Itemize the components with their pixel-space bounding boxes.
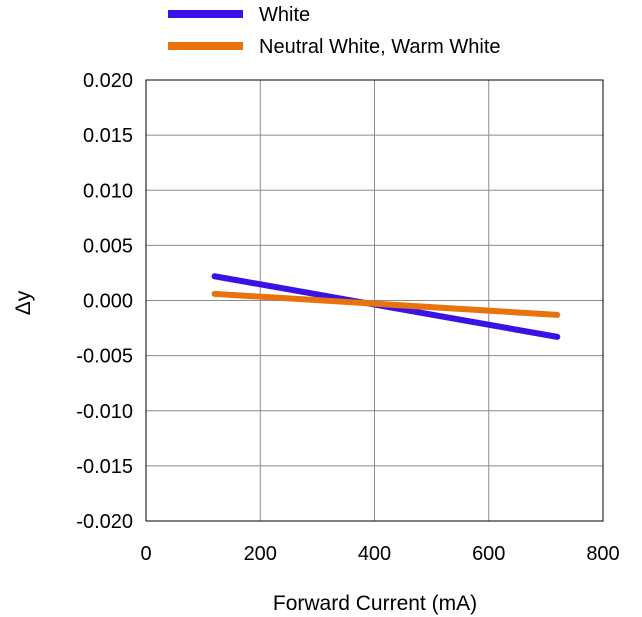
y-tick-label: -0.005 (76, 346, 133, 368)
x-axis-ticks: 0 200 400 600 800 (140, 543, 619, 565)
grid (146, 80, 603, 521)
y-tick-label: 0.010 (83, 180, 133, 202)
y-tick-label: 0.020 (83, 70, 133, 92)
x-tick-label: 600 (472, 543, 505, 565)
legend-label: Neutral White, Warm White (259, 36, 501, 58)
y-axis-label: Δy (12, 290, 35, 315)
legend: White Neutral White, Warm White (168, 4, 501, 58)
y-tick-label: 0.015 (83, 125, 133, 147)
y-axis-ticks: 0.020 0.015 0.010 0.005 0.000 -0.005 -0.010 -0.… (76, 70, 133, 533)
x-axis-label: Forward Current (mA) (273, 592, 477, 615)
legend-label: White (259, 4, 310, 26)
y-tick-label: 0.005 (83, 235, 133, 257)
series-lines (211, 273, 561, 340)
x-tick-label: 400 (358, 543, 391, 565)
y-tick-label: 0.000 (83, 291, 133, 313)
x-tick-label: 200 (244, 543, 277, 565)
x-tick-label: 0 (140, 543, 151, 565)
series-line (211, 290, 561, 318)
y-tick-label: -0.020 (76, 511, 133, 533)
plot-frame (145, 79, 604, 522)
y-tick-label: -0.015 (76, 456, 133, 478)
x-tick-label: 800 (586, 543, 619, 565)
y-tick-label: -0.010 (76, 401, 133, 423)
